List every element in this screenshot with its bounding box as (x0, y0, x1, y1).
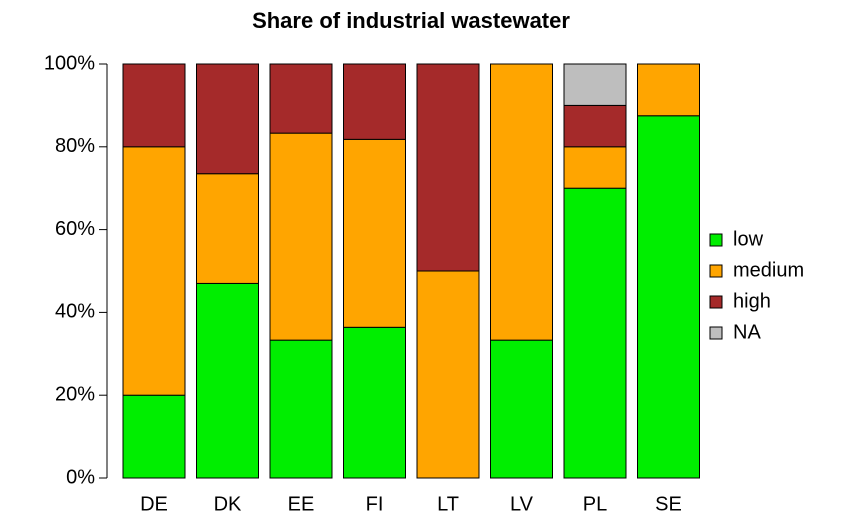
bar-segment (196, 173, 259, 284)
bar-segment (490, 339, 553, 479)
legend-swatch (709, 295, 723, 309)
x-tick-label: DK (214, 493, 242, 515)
bar-segment (269, 132, 333, 341)
bar-segment (122, 146, 186, 396)
y-tick-label: 100% (44, 52, 95, 74)
bar-segment (563, 63, 627, 106)
chart-title: Share of industrial wastewater (252, 8, 570, 33)
bar-segment (563, 104, 627, 148)
legend-swatch (709, 264, 723, 278)
y-tick-label: 0% (66, 466, 95, 488)
bar-segment (490, 63, 553, 341)
bar-segment (637, 63, 700, 117)
bar-segment (343, 326, 406, 479)
bar-segment (343, 63, 406, 140)
bar-segment (196, 282, 259, 479)
y-tick-label: 80% (55, 135, 95, 157)
x-tick-label: PL (583, 493, 607, 515)
legend-swatch (709, 326, 723, 340)
x-tick-label: LT (437, 493, 459, 515)
x-tick-label: FI (366, 493, 384, 515)
x-tick-label: SE (655, 493, 682, 515)
x-tick-label: DE (140, 493, 168, 515)
bar-segment (416, 270, 480, 479)
x-tick-label: LV (510, 493, 534, 515)
legend-label: medium (733, 259, 804, 281)
bar-segment (637, 115, 700, 479)
x-tick-label: EE (288, 493, 315, 515)
legend-label: high (733, 290, 771, 312)
legend-label: low (733, 228, 764, 250)
bar-segment (196, 63, 259, 175)
bar-segment (343, 138, 406, 328)
legend-swatch (709, 233, 723, 247)
y-tick-label: 60% (55, 218, 95, 240)
bar-segment (269, 63, 333, 134)
bar-segment (563, 146, 627, 189)
bar-segment (269, 339, 333, 479)
y-tick-label: 20% (55, 383, 95, 405)
legend-label: NA (733, 321, 761, 343)
bar-segment (122, 63, 186, 148)
bar-segment (122, 394, 186, 479)
bar-segment (416, 63, 480, 272)
y-tick-label: 40% (55, 301, 95, 323)
bar-segment (563, 187, 627, 479)
